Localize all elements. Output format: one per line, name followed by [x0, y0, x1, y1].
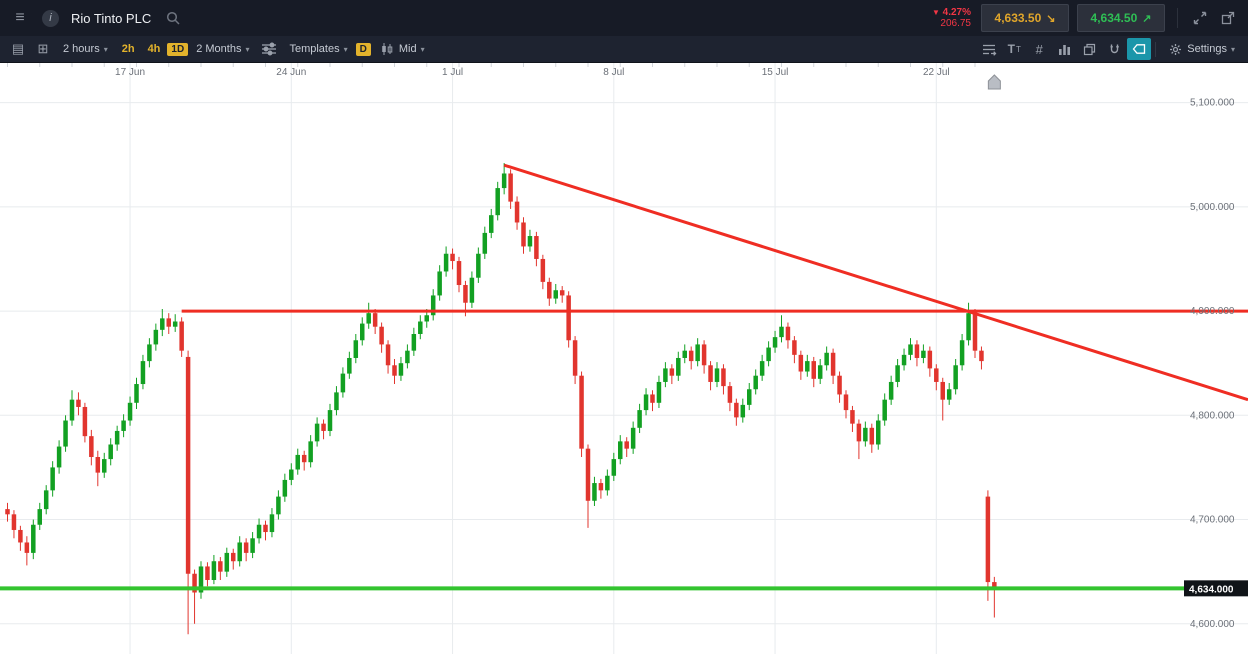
- svg-text:4,900.000: 4,900.000: [1190, 306, 1235, 317]
- svg-text:1 Jul: 1 Jul: [442, 67, 463, 78]
- expand-icon[interactable]: [1190, 8, 1210, 28]
- chevron-down-icon: ▾: [245, 44, 250, 54]
- sell-button[interactable]: 4,633.50 ↘: [981, 4, 1069, 32]
- change-percent: 4.27%: [942, 7, 971, 18]
- interval-1d-button[interactable]: 1D: [167, 42, 189, 56]
- popout-window-icon[interactable]: [1218, 8, 1238, 28]
- interval-4h-button[interactable]: 4h: [147, 43, 161, 55]
- settings-dropdown[interactable]: Settings ▾: [1160, 36, 1242, 63]
- volume-bars-icon[interactable]: [1052, 38, 1076, 60]
- chart-area[interactable]: 17 Jun 24 Jun 1 Jul 8 Jul 15 Jul 22 Jul 5,100.…: [0, 63, 1248, 654]
- svg-text:4,600.000: 4,600.000: [1190, 619, 1235, 630]
- session-d-button[interactable]: D: [355, 42, 371, 56]
- hamburger-menu-icon[interactable]: ≡: [15, 9, 25, 26]
- change-value: 206.75: [940, 18, 971, 29]
- svg-text:4,634.000: 4,634.000: [1189, 584, 1234, 595]
- instrument-title: Rio Tinto PLC: [71, 10, 152, 26]
- chevron-down-icon: ▾: [420, 44, 425, 54]
- price-type-dropdown[interactable]: Mid ▾: [372, 36, 432, 63]
- chevron-down-icon: ▾: [103, 44, 108, 54]
- price-chart[interactable]: 17 Jun 24 Jun 1 Jul 8 Jul 15 Jul 22 Jul 5,100.…: [0, 63, 1248, 654]
- info-icon[interactable]: i: [42, 9, 59, 27]
- grid-lines-icon[interactable]: #: [1035, 41, 1043, 57]
- search-icon[interactable]: [163, 8, 183, 28]
- svg-text:15 Jul: 15 Jul: [762, 67, 789, 78]
- chevron-down-icon: ▾: [343, 44, 348, 54]
- svg-text:4,700.000: 4,700.000: [1190, 515, 1235, 526]
- svg-text:8 Jul: 8 Jul: [603, 67, 624, 78]
- buy-button[interactable]: 4,634.50 ↗: [1077, 4, 1165, 32]
- svg-text:24 Jun: 24 Jun: [276, 67, 306, 78]
- candlestick-style-icon: [379, 38, 395, 60]
- chart-toolbar: ▤ ⊞ 2 hours ▾ 2h 4h 1D 2 Months ▾ Templa…: [0, 36, 1248, 63]
- gear-icon: [1167, 38, 1183, 60]
- layout-grid-icon[interactable]: ⊞: [37, 41, 49, 56]
- svg-text:5,000.000: 5,000.000: [1190, 202, 1235, 213]
- svg-text:5,100.000: 5,100.000: [1190, 98, 1235, 109]
- svg-text:4,800.000: 4,800.000: [1190, 410, 1235, 421]
- interval-dropdown[interactable]: 2 hours ▾: [63, 43, 108, 55]
- change-direction-icon: ▼: [931, 8, 940, 17]
- object-tree-icon[interactable]: [977, 38, 1001, 60]
- chevron-down-icon: ▾: [1230, 44, 1235, 54]
- interval-2h-button[interactable]: 2h: [121, 43, 135, 55]
- magnet-icon[interactable]: [1102, 38, 1126, 60]
- price-change: ▼ 4.27% 206.75: [932, 7, 971, 29]
- buy-arrow-icon: ↗: [1142, 12, 1152, 25]
- svg-text:22 Jul: 22 Jul: [923, 67, 950, 78]
- svg-text:17 Jun: 17 Jun: [115, 67, 145, 78]
- layers-icon[interactable]: [1077, 38, 1101, 60]
- app-header: ≡ i Rio Tinto PLC ▼ 4.27% 206.75 4,633.5…: [0, 0, 1248, 36]
- templates-dropdown[interactable]: Templates ▾: [289, 43, 348, 55]
- range-dropdown[interactable]: 2 Months ▾: [196, 43, 250, 55]
- buy-price: 4,634.50: [1090, 11, 1138, 25]
- price-label-icon[interactable]: [1127, 38, 1152, 60]
- panel-icon[interactable]: ▤: [11, 41, 25, 56]
- indicators-sliders-icon[interactable]: [257, 38, 281, 60]
- sell-price: 4,633.50: [994, 11, 1042, 25]
- divider: [1155, 41, 1157, 57]
- divider: [1177, 8, 1178, 28]
- sell-arrow-icon: ↘: [1046, 12, 1056, 25]
